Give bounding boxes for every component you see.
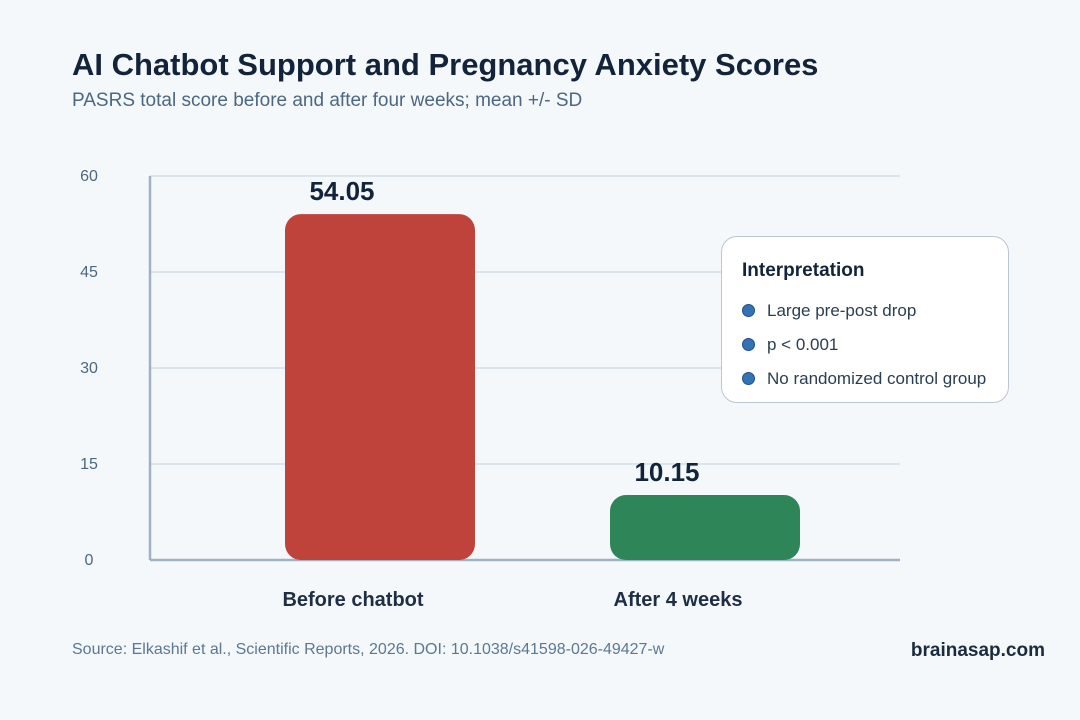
source-citation: Source: Elkashif et al., Scientific Repo…: [72, 641, 665, 658]
interpretation-item: p < 0.001: [742, 335, 838, 355]
data-label: 10.15: [634, 457, 699, 487]
chart-subtitle: PASRS total score before and after four …: [72, 90, 583, 111]
brand-link[interactable]: brainasap.com: [910, 640, 1045, 661]
bullet-dot-icon: [742, 304, 755, 317]
bar: [610, 495, 800, 560]
y-tick-label: 60: [80, 168, 98, 185]
interpretation-box: Interpretation Large pre-post drop p < 0…: [721, 236, 1009, 403]
interpretation-item: No randomized control group: [742, 369, 986, 389]
x-tick-label: Before chatbot: [282, 589, 423, 611]
y-tick-label: 15: [80, 456, 98, 473]
bullet-dot-icon: [742, 372, 755, 385]
bullet-dot-icon: [742, 338, 755, 351]
x-tick-label: After 4 weeks: [614, 589, 743, 611]
interpretation-item-label: Large pre-post drop: [767, 301, 917, 320]
interpretation-title: Interpretation: [742, 260, 865, 281]
interpretation-item-label: No randomized control group: [767, 369, 987, 388]
interpretation-item-label: p < 0.001: [767, 335, 839, 354]
interpretation-item: Large pre-post drop: [742, 301, 916, 321]
y-tick-label: 45: [80, 264, 98, 281]
data-label: 54.05: [309, 176, 374, 206]
chart-title: AI Chatbot Support and Pregnancy Anxiety…: [72, 47, 819, 82]
bar: [285, 214, 475, 560]
y-tick-label: 0: [85, 552, 94, 569]
y-tick-label: 30: [80, 360, 98, 377]
